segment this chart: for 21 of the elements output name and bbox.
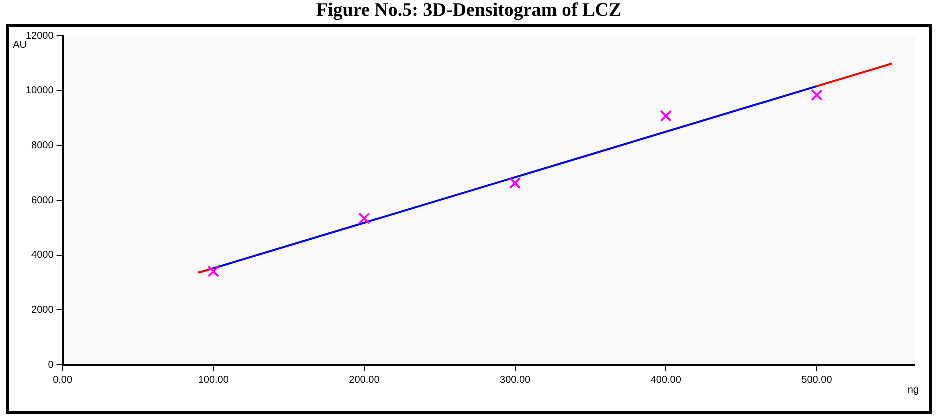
x-tick-label: 400.00 [650,374,682,386]
y-tick-label: 12000 [26,30,54,42]
y-tick-label: 8000 [32,140,54,152]
point [358,212,370,225]
x-tick-label: 200.00 [349,374,380,386]
y-tick-label: 6000 [32,195,54,206]
chart-title: Figure No.5: 3D-Densitogram of LCZ [315,0,623,22]
x-tick-label: 0.00 [53,374,73,386]
x-tick-label: 500.00 [802,374,833,386]
y-tick-label: 10000 [26,86,54,97]
point [660,110,672,122]
x-tick-label: 300.00 [500,374,532,386]
y-axis-title: AU [13,40,27,51]
y-tick-label: 0 [48,360,54,371]
point [208,266,220,278]
point [509,177,522,190]
x-axis-title: ng [908,384,919,396]
y-tick-label: 4000 [32,250,54,262]
point [811,89,823,102]
y-tick-label: 2000 [32,304,54,316]
x-tick-label: 100.00 [198,374,230,386]
